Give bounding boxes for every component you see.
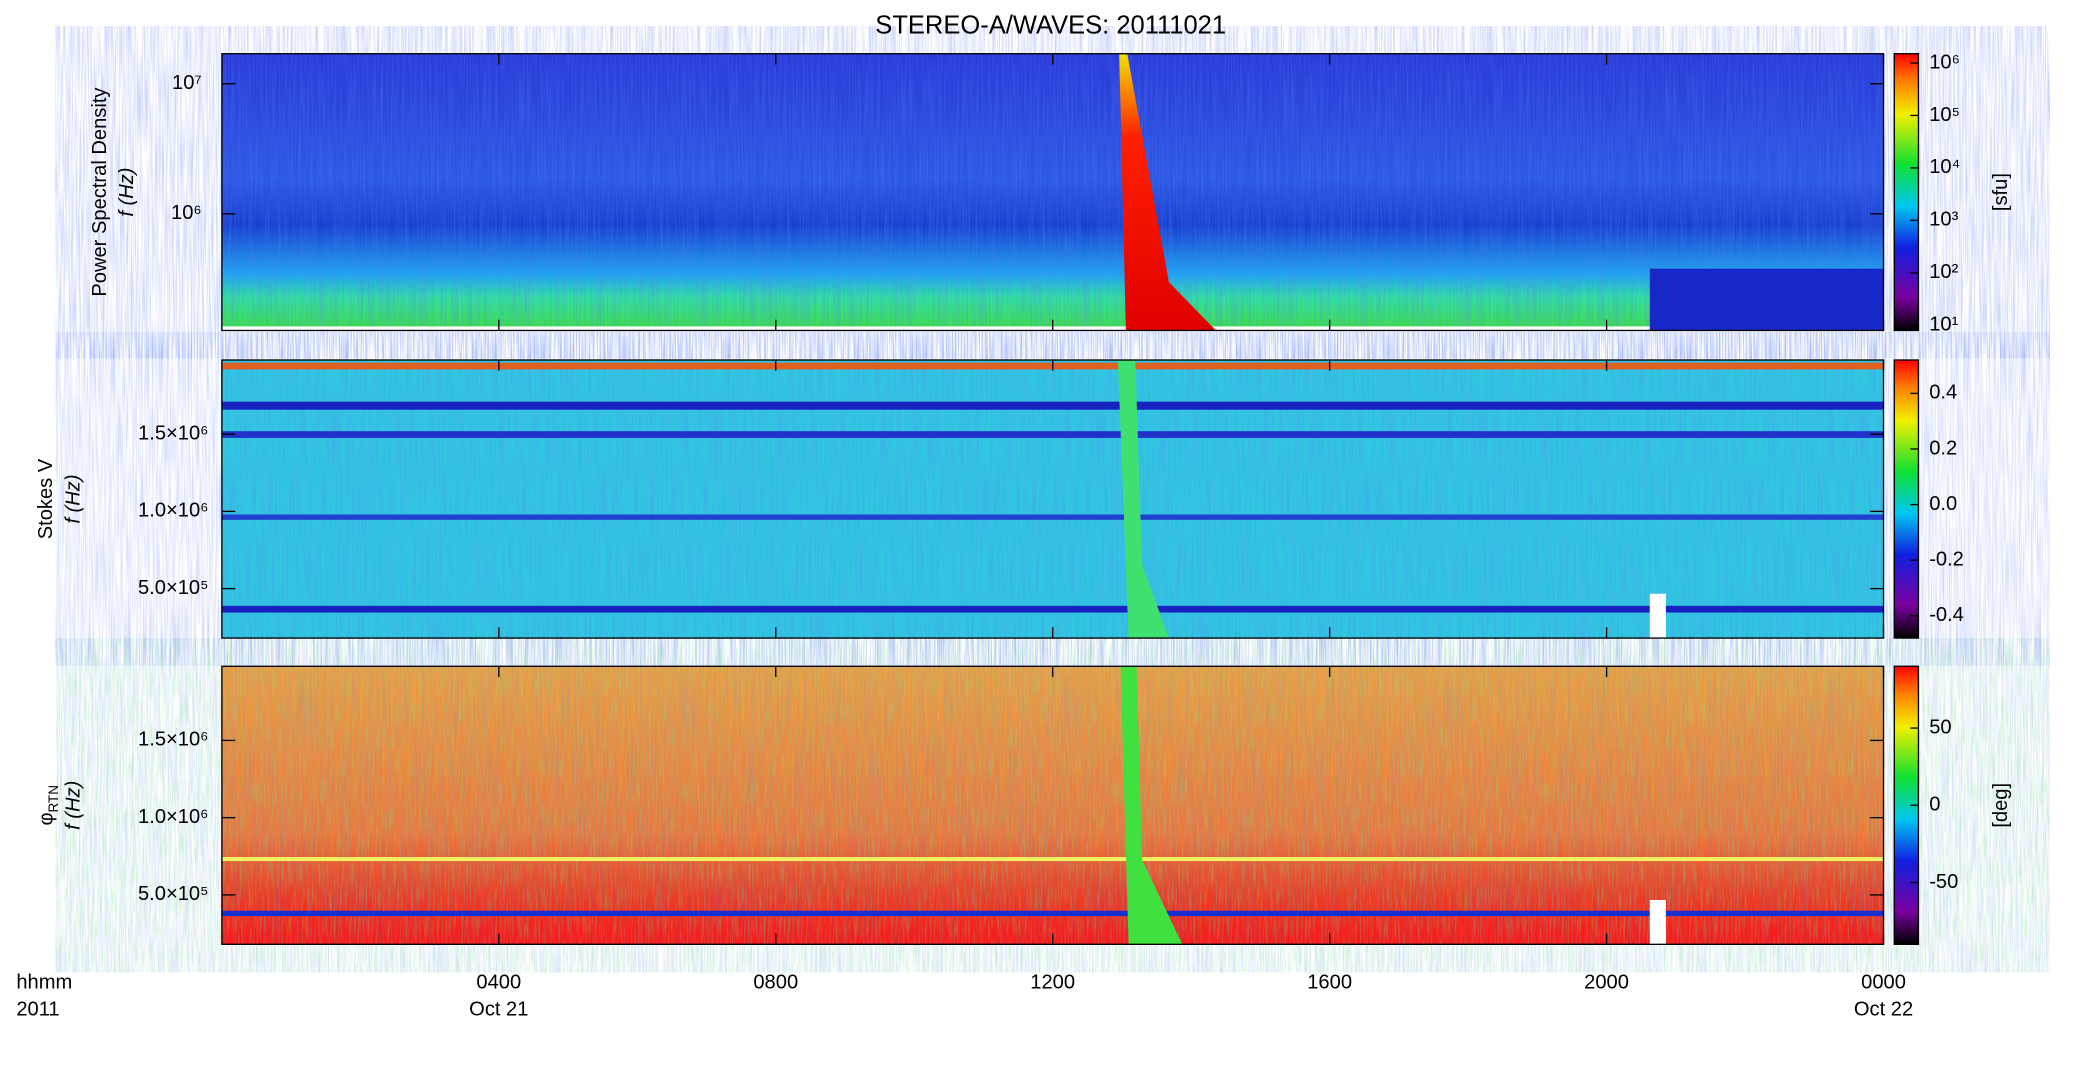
y-axis-label: Stokes V: [36, 458, 58, 539]
y-axis-label-sub: RTN: [46, 785, 61, 812]
chart-title: STEREO-A/WAVES: 20111021: [875, 12, 1226, 40]
colorbar-tick-label: 10⁵: [1929, 104, 1960, 126]
spectrogram-image: [221, 53, 1884, 945]
y-axis-label-text: Power Spectral Density: [89, 87, 111, 297]
y-tick-label: 1.0×10⁶: [138, 806, 208, 828]
colorbar-tick-label: 10¹: [1929, 314, 1958, 336]
colorbar-tick-label: -0.4: [1929, 604, 1964, 626]
colorbar-tick-label: -50: [1929, 871, 1958, 893]
colorbar-tick-label: 10⁴: [1929, 156, 1960, 178]
y-axis-label: Power Spectral Density: [89, 87, 111, 297]
y-axis-sublabel: f (Hz): [62, 781, 84, 830]
date-label: Oct 22: [1854, 998, 1913, 1020]
corner-label: 2011: [16, 998, 59, 1020]
colorbar-tick-label: 10³: [1929, 209, 1958, 231]
colorbar-tick-label: 0.0: [1929, 493, 1957, 515]
colorbar-tick-label: 50: [1929, 716, 1951, 738]
y-tick-label: 10⁷: [172, 72, 202, 94]
y-tick-label: 5.0×10⁵: [138, 577, 208, 599]
x-tick-label: 2000: [1584, 972, 1629, 994]
x-tick-label: 0800: [753, 972, 798, 994]
colorbar-label: [sfu]: [1990, 173, 2012, 211]
y-tick-label: 1.0×10⁶: [138, 500, 208, 522]
panel-frame: [221, 53, 1885, 332]
y-tick-label: 1.5×10⁶: [138, 422, 208, 444]
y-axis-label: φRTN: [36, 785, 61, 825]
x-tick-label: 0000: [1861, 972, 1906, 994]
colorbar-label: [deg]: [1990, 783, 2012, 828]
y-axis-sublabel: f (Hz): [116, 167, 138, 216]
colorbar-tick-label: 0.2: [1929, 437, 1957, 459]
colorbar-tick-label: 0: [1929, 794, 1940, 816]
y-axis-label-text: φ: [36, 812, 58, 825]
colorbar: [1893, 53, 1920, 332]
corner-label: hhmm: [16, 972, 72, 994]
x-tick-label: 0400: [476, 972, 521, 994]
y-axis-sublabel: f (Hz): [62, 474, 84, 523]
colorbar-tick-label: 10²: [1929, 261, 1958, 283]
y-tick-label: 1.5×10⁶: [138, 729, 208, 751]
colorbar-tick-label: 0.4: [1929, 382, 1957, 404]
panel-frame: [221, 665, 1885, 946]
y-tick-label: 5.0×10⁵: [138, 883, 208, 905]
colorbar-tick-label: -0.2: [1929, 549, 1964, 571]
x-tick-label: 1600: [1307, 972, 1352, 994]
panel-frame: [221, 359, 1885, 639]
date-label: Oct 21: [469, 998, 528, 1020]
x-tick-label: 1200: [1030, 972, 1075, 994]
colorbar: [1893, 359, 1920, 639]
colorbar-tick-label: 10⁶: [1929, 51, 1960, 73]
y-tick-label: 10⁶: [171, 202, 202, 224]
y-axis-label-text: Stokes V: [36, 458, 58, 539]
